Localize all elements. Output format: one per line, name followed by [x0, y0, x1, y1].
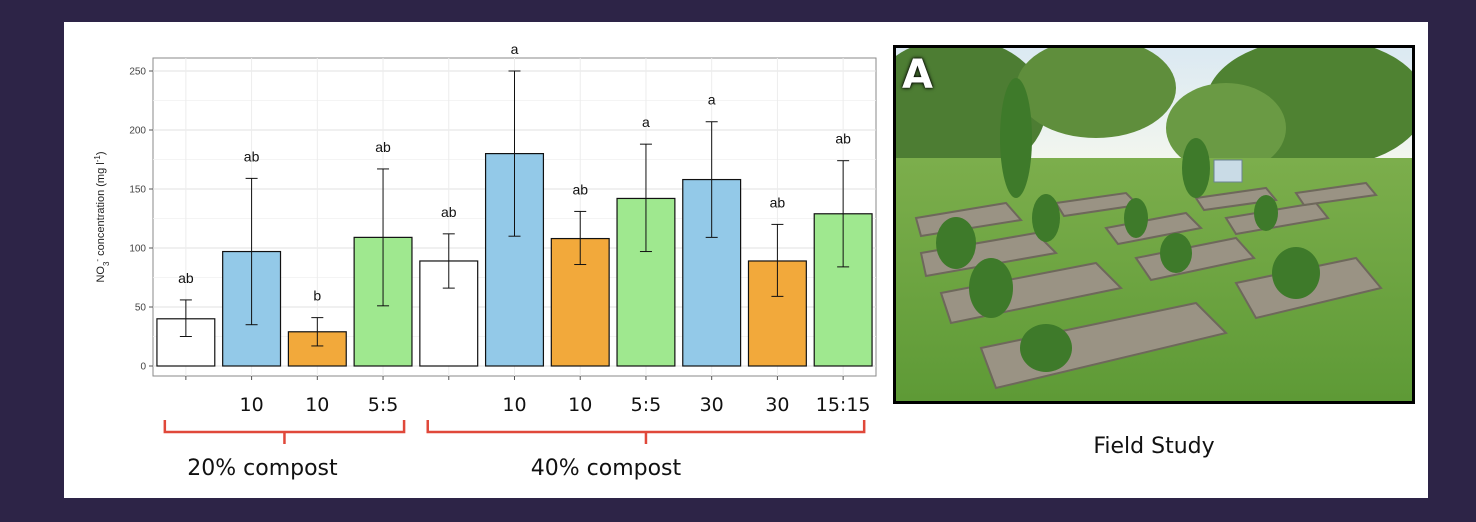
group-label: 20% compost [187, 456, 338, 481]
group-bracket [426, 420, 866, 434]
bars-layer: ab ab b ab ab a ab a a ab ab [156, 41, 873, 367]
photo-caption: Field Study [1093, 434, 1215, 459]
y-tick-label: 200 [129, 126, 146, 137]
significance-letter: ab [572, 181, 588, 197]
significance-letter: ab [244, 148, 260, 164]
significance-letter: a [708, 92, 716, 108]
bar-chart: ab ab b ab ab a ab a a ab ab 0 50 100 150 200 250 10 10 5:… [93, 41, 877, 481]
significance-letter: ab [835, 131, 851, 147]
y-tick-label: 0 [140, 362, 146, 373]
significance-letter: ab [375, 139, 391, 155]
x-tick-label: 10 [568, 394, 592, 416]
group-label: 40% compost [531, 456, 682, 481]
x-tick-label: 10 [305, 394, 329, 416]
significance-letter: ab [178, 270, 194, 286]
group-brackets: 20% compost 40% compost [163, 420, 866, 481]
axis-layer: 0 50 100 150 200 250 10 10 5:5 10 10 5:5 30 30 15:15 [129, 67, 870, 417]
y-tick-label: 250 [129, 67, 146, 78]
y-tick-label: 100 [129, 244, 146, 255]
y-axis-label: NO3- concentration (mg l-1) [93, 151, 111, 282]
slide-panel: ab ab b ab ab a ab a a ab ab 0 50 100 150 200 250 10 10 5:… [64, 22, 1428, 498]
significance-letter: a [511, 41, 519, 57]
x-tick-label: 5:5 [631, 394, 662, 416]
photo-panel-letter: A [902, 52, 933, 98]
significance-letter: ab [770, 194, 786, 210]
x-tick-label: 10 [239, 394, 263, 416]
x-tick-label: 10 [502, 394, 526, 416]
y-tick-label: 150 [129, 185, 146, 196]
field-photo: A [893, 45, 1415, 404]
significance-letter: ab [441, 204, 457, 220]
x-tick-label: 30 [700, 394, 724, 416]
significance-letter: a [642, 114, 650, 130]
x-tick-label: 5:5 [368, 394, 399, 416]
group-bracket [163, 420, 406, 434]
significance-letter: b [313, 288, 321, 304]
x-tick-label: 30 [765, 394, 789, 416]
y-tick-label: 50 [135, 303, 147, 314]
x-tick-label: 15:15 [816, 394, 871, 416]
